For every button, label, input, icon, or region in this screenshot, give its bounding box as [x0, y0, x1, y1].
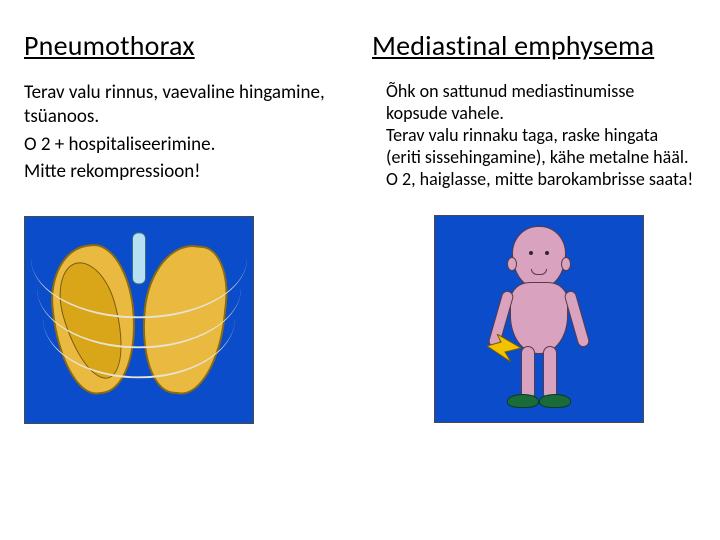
person-head-shape	[512, 226, 566, 288]
ribs-shape	[49, 238, 229, 408]
figure-lungs	[24, 216, 254, 424]
left-p1: Terav valu rinnus, vaevaline hingamine, …	[24, 81, 348, 129]
slide: Pneumothorax Terav valu rinnus, vaevalin…	[0, 0, 720, 540]
left-column: Pneumothorax Terav valu rinnus, vaevalin…	[24, 28, 348, 524]
left-p3: Mitte rekompressioon!	[24, 160, 348, 184]
left-p2: O 2 + hospitaliseerimine.	[24, 133, 348, 157]
person-leg-right	[543, 346, 557, 400]
figure-person	[434, 215, 644, 423]
person-leg-left	[521, 346, 535, 400]
right-p3: O 2, haiglasse, mitte barokambrisse saat…	[386, 169, 696, 191]
right-heading: Mediastinal emphysema	[372, 28, 696, 63]
person-foot-right	[539, 394, 571, 408]
right-p1: Õhk on sattunud mediastinumisse kopsude …	[386, 81, 696, 125]
right-p2: Terav valu rinnaku taga, raske hingata (…	[386, 125, 696, 169]
left-heading: Pneumothorax	[24, 28, 348, 63]
person-foot-left	[507, 394, 539, 408]
right-column: Mediastinal emphysema Õhk on sattunud me…	[372, 28, 696, 524]
